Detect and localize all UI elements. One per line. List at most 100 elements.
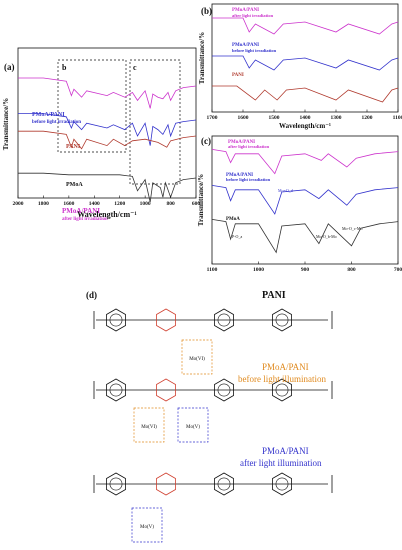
panel-c-ylabel: Transmittance/% [197, 174, 205, 226]
panel-d-label-before-1: PMoA/PANI [262, 362, 309, 372]
cluster-mo6-after-label: Mo(VI) [141, 425, 157, 430]
chain-1-ring-3-aromatic [275, 383, 289, 397]
panel-a-chart: (a) b c 2000 1800 1600 1400 1200 1000 800 600 P… [2, 47, 200, 222]
panel-b-legend-pani: PANI [232, 73, 244, 78]
chain-2-ring-2 [214, 472, 234, 496]
cluster-mo5-after-1-label: Mo(V) [186, 425, 200, 430]
panel-c-legend-after-1: PMoA/PANI [228, 140, 255, 145]
cluster-mo6-after [133, 407, 165, 443]
chain-2-ring-0 [106, 472, 126, 496]
panel-b-tick-label-0: 1700 [207, 115, 218, 121]
chain-1-ring-2 [214, 378, 234, 402]
panel-a-tick-label-2: 1600 [63, 201, 74, 207]
chain-2-ring-3-aromatic [275, 477, 289, 491]
panel-c-legend-pmoa: PMoA [226, 217, 240, 222]
panel-c-tick-label-0: 1100 [207, 267, 218, 273]
panel-a-box-c-label: c [133, 63, 137, 72]
chain-1-ring-0 [106, 378, 126, 402]
panel-a-box-b-label: b [62, 63, 67, 72]
panel-c-tick-label-4: 700 [394, 267, 402, 273]
panel-b-series-1 [212, 55, 399, 71]
panel-d-label-after-2: after light illumination [240, 458, 322, 468]
panel-a-tick-label-3: 1400 [89, 201, 100, 207]
panel-b-series-2 [212, 85, 399, 103]
panel-b-tick-label-5: 1200 [362, 115, 373, 121]
panel-c-label: (c) [201, 136, 211, 146]
panel-b-label: (b) [201, 6, 212, 16]
panel-a-ylabel: Transmittance/% [2, 98, 10, 150]
panel-b-xlabel: Wavelength/cm⁻¹ [279, 122, 331, 130]
panel-b-tick-label-2: 1500 [269, 115, 280, 121]
panel-a-legend-before-2: before light irradiation [32, 120, 81, 125]
chain-2-ring-1 [156, 472, 176, 496]
panel-b-ylabel: Transmittance/% [198, 32, 206, 84]
panel-a-tick-label-0: 2000 [13, 201, 24, 207]
cluster-mo6-before-label: Mo(VI) [189, 357, 205, 362]
chain-1-ring-2-aromatic [217, 383, 231, 397]
panel-a-legend-pani: PANI [66, 144, 81, 150]
panel-a-tick-label-5: 1000 [140, 201, 151, 207]
panel-c-annotation-mo-od: Mo=O_d [278, 188, 293, 193]
panel-d-label-before-2: before light illumination [238, 374, 326, 384]
panel-a-series-group [18, 77, 197, 203]
panel-b-legend-before-1: PMoA/PANI [232, 43, 259, 48]
chain-2-ring-0-aromatic [109, 477, 123, 491]
panel-c-annotation-mo-oc-mo: Mo-O_c-Mo [342, 226, 362, 231]
panel-c-series-group [211, 149, 399, 254]
panel-c-chart: (c) 1100 1000 900 800 700 PMoA/PANI after li… [197, 135, 402, 273]
panel-a-ticks: 2000 1800 1600 1400 1200 1000 800 600 [13, 195, 200, 207]
chain-2-ring-2-aromatic [217, 477, 231, 491]
panel-a-box-c [129, 59, 181, 185]
chain-0-ring-3 [272, 308, 292, 332]
chain-0-ring-1 [156, 308, 176, 332]
panel-c-series-0 [211, 149, 399, 175]
panel-d-label-after-1: PMoA/PANI [262, 446, 309, 456]
panel-b-tick-label-6: 1100 [393, 115, 402, 121]
panel-a-box-b [57, 59, 127, 153]
panel-c-series-1 [211, 185, 399, 215]
panel-c-series-2 [211, 219, 399, 254]
chain-0-ring-3-aromatic [275, 313, 289, 327]
panel-b-tick-label-4: 1300 [331, 115, 342, 121]
chain-0-ring-0 [106, 308, 126, 332]
chain-0-ring-0-aromatic [109, 313, 123, 327]
panel-d-structure: (d) PANI Mo(VI) Mo(VI) Mo(V) Mo(V) PMoA/PAN… [86, 290, 333, 543]
panel-a-legend-pmoa: PMoA [66, 182, 83, 188]
chain-0-ring-2-aromatic [217, 313, 231, 327]
panel-b-legend-before-2: before light irradiation [232, 48, 277, 53]
panel-d-label: (d) [86, 290, 97, 300]
chain-1-ring-0-aromatic [109, 383, 123, 397]
panel-a-legend-after-1: PMoA/PANI [62, 207, 100, 215]
panel-c-legend-after-2: after light irradiation [228, 144, 270, 149]
cluster-mo5-after-2 [131, 507, 163, 543]
panel-a-tick-label-7: 600 [192, 201, 200, 207]
panel-a-series-2 [18, 130, 197, 150]
chain-0-ring-2 [214, 308, 234, 332]
panel-a-legend-before-1: PMoA/PANI [32, 112, 65, 118]
panel-c-ticks: 1100 1000 900 800 700 [207, 261, 402, 273]
panel-a-frame [17, 47, 197, 199]
chain-1-ring-1 [156, 378, 176, 402]
panel-a-tick-label-4: 1200 [114, 201, 125, 207]
panel-d-title: PANI [262, 290, 286, 301]
panel-b-series-group [212, 17, 399, 103]
polymer-chains: Mo(VI) Mo(VI) Mo(V) Mo(V) [93, 308, 333, 543]
chain-2-ring-3 [272, 472, 292, 496]
panel-c-tick-label-2: 900 [301, 267, 310, 273]
panel-c-tick-label-1: 1000 [253, 267, 264, 273]
panel-b-tick-label-1: 1600 [238, 115, 249, 121]
panel-b-ticks: 1700 1600 1500 1400 1300 1200 1100 [207, 109, 402, 121]
panel-b-legend-after-2: after light irradiation [232, 13, 274, 18]
panel-c-annotation-mo-ob-mo: Mo-O_b-Mo [316, 234, 337, 239]
panel-a-tick-label-1: 1800 [38, 201, 49, 207]
panel-c-annotation-p-oa: P-O_a [232, 234, 242, 239]
panel-a-series-1 [18, 113, 197, 146]
panel-a-label: (a) [4, 62, 15, 72]
panel-c-legend-before-1: PMoA/PANI [226, 173, 253, 178]
panel-a-xlabel: Wavelength/cm⁻¹ [77, 210, 137, 219]
panel-a-tick-label-6: 800 [166, 201, 175, 207]
panel-a-series-0 [18, 77, 197, 109]
panel-b-chart: (b) 1700 1600 1500 1400 1300 1200 1100 PMoA/PA… [198, 3, 402, 130]
cluster-mo5-after-1 [177, 407, 209, 443]
chain-1-ring-3 [272, 378, 292, 402]
